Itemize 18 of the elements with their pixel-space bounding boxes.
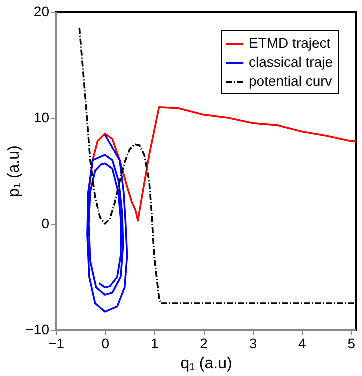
x-tick-label: 2 [200,336,208,352]
x-tick-label: −1 [48,336,65,352]
x-tick-label: 4 [298,336,307,352]
legend-label: classical traje [249,54,334,70]
y-tick-label: 20 [34,4,50,20]
x-axis-title: q₁ (a.u) [180,356,232,372]
y-tick-label: 10 [34,110,50,126]
legend-label: potential curv [249,73,332,89]
y-tick-label: −10 [26,322,50,338]
x-tick-label: 3 [249,336,258,352]
x-tick-label: 5 [348,336,356,352]
x-tick-label: 0 [102,336,110,352]
y-tick-label: 0 [42,216,50,232]
legend-label: ETMD traject [249,35,331,51]
line-series [86,134,128,313]
y-axis-title: p₁ (a.u) [6,146,23,198]
line-series [88,106,357,222]
x-tick-label: 1 [150,336,159,352]
